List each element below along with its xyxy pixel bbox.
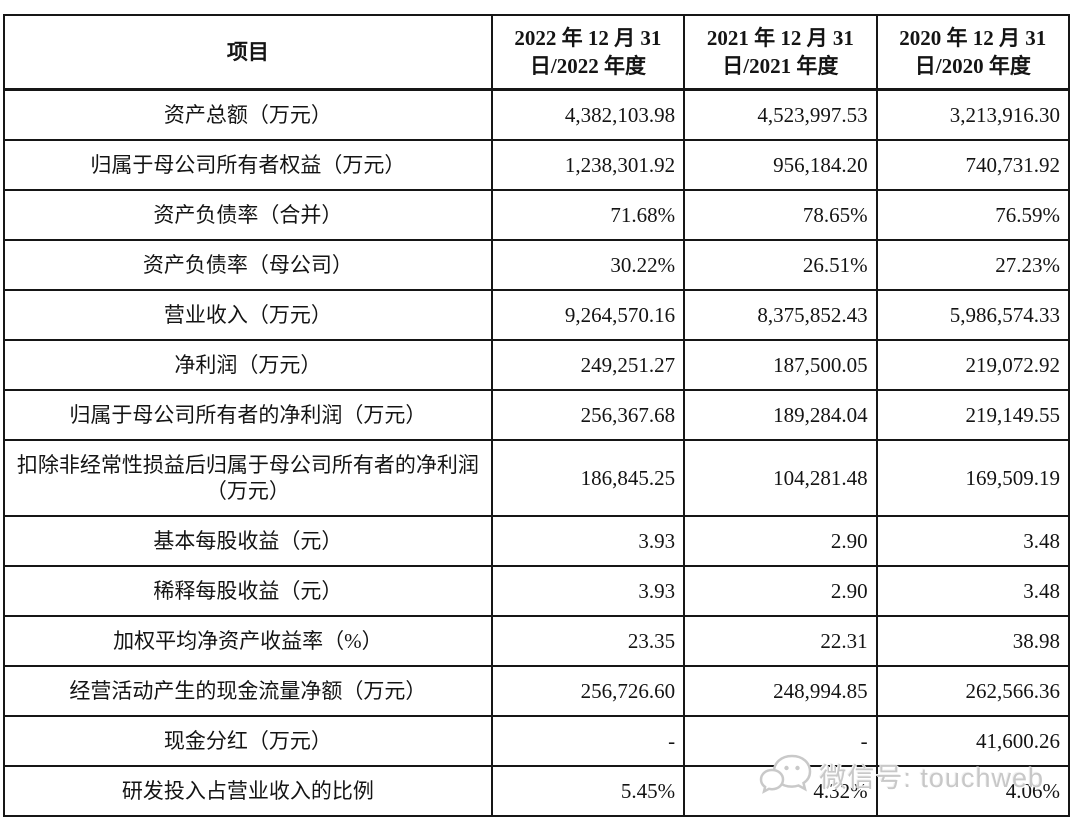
value-cell: 23.35 — [490, 615, 686, 667]
table-row: 扣除非经常性损益后归属于母公司所有者的净利润（万元） 186,845.25 104,… — [3, 439, 1071, 517]
table-row: 净利润（万元） 249,251.27 187,500.05 219,072.92 — [3, 339, 1071, 391]
value-cell: 71.68% — [490, 189, 686, 241]
value-cell: 4,523,997.53 — [683, 88, 878, 141]
value-cell: 3.93 — [490, 515, 686, 567]
value-cell: 262,566.36 — [875, 665, 1071, 717]
value-cell: 248,994.85 — [683, 665, 878, 717]
value-cell: 38.98 — [875, 615, 1071, 667]
column-header-2022: 2022 年 12 月 31 日/2022 年度 — [490, 14, 686, 91]
value-cell: 78.65% — [683, 189, 878, 241]
table-row: 基本每股收益（元） 3.93 2.90 3.48 — [3, 515, 1071, 567]
header-row: 项目 2022 年 12 月 31 日/2022 年度 2021 年 12 月 … — [3, 14, 1071, 91]
table-row: 资产负债率（母公司） 30.22% 26.51% 27.23% — [3, 239, 1071, 291]
wechat-icon — [759, 752, 813, 798]
value-cell: 249,251.27 — [490, 339, 686, 391]
table-row: 资产负债率（合并） 71.68% 78.65% 76.59% — [3, 189, 1071, 241]
value-cell: 189,284.04 — [683, 389, 878, 441]
table-row: 现金分红（万元） - -41,600.26 — [3, 715, 1071, 767]
row-label: 稀释每股收益（元） — [3, 565, 493, 617]
value-cell: 76.59% — [875, 189, 1071, 241]
value-cell: 5.45% — [490, 765, 686, 817]
row-label: 扣除非经常性损益后归属于母公司所有者的净利润（万元） — [3, 439, 493, 517]
value-cell: 256,367.68 — [490, 389, 686, 441]
column-header-item: 项目 — [3, 14, 493, 91]
value-cell: 5,986,574.33 — [875, 289, 1071, 341]
watermark: 微信号: touchweb — [759, 752, 1044, 798]
table-row: 经营活动产生的现金流量净额（万元） 256,726.60 248,994.85 262… — [3, 665, 1071, 717]
table-row: 稀释每股收益（元） 3.93 2.90 3.48 — [3, 565, 1071, 617]
value-cell: 41,600.26 — [875, 715, 1071, 767]
row-label: 研发投入占营业收入的比例 — [3, 765, 493, 817]
value-cell: 4.06% — [875, 765, 1071, 817]
value-cell: - — [490, 715, 686, 767]
row-label: 资产负债率（母公司） — [3, 239, 493, 291]
table-row: 营业收入（万元） 9,264,570.16 8,375,852.43 5,986,57… — [3, 289, 1071, 341]
row-label: 基本每股收益（元） — [3, 515, 493, 567]
value-cell: 169,509.19 — [875, 439, 1071, 517]
row-label: 营业收入（万元） — [3, 289, 493, 341]
value-cell: 2.90 — [683, 565, 878, 617]
value-cell: 186,845.25 — [490, 439, 686, 517]
value-cell: 3.93 — [490, 565, 686, 617]
watermark-text: 微信号: touchweb — [819, 762, 1044, 793]
table-row: 归属于母公司所有者的净利润（万元） 256,367.68 189,284.04 219… — [3, 389, 1071, 441]
value-cell: 27.23% — [875, 239, 1071, 291]
value-cell: 1,238,301.92 — [490, 139, 686, 191]
row-label: 归属于母公司所有者的净利润（万元） — [3, 389, 493, 441]
value-cell: 3.48 — [875, 515, 1071, 567]
value-cell: 3,213,916.30 — [875, 88, 1071, 141]
fin-table: 项目 2022 年 12 月 31 日/2022 年度 2021 年 12 月 … — [3, 14, 1071, 817]
row-label: 资产负债率（合并） — [3, 189, 493, 241]
table-body: 资产总额（万元） 4,382,103.98 4,523,997.53 3,213,91… — [3, 88, 1071, 817]
value-cell: 740,731.92 — [875, 139, 1071, 191]
value-cell: 219,072.92 — [875, 339, 1071, 391]
value-cell: 9,264,570.16 — [490, 289, 686, 341]
value-cell: 187,500.05 — [683, 339, 878, 391]
row-label: 现金分红（万元） — [3, 715, 493, 767]
value-cell: 4,382,103.98 — [490, 88, 686, 141]
row-label: 归属于母公司所有者权益（万元） — [3, 139, 493, 191]
column-header-2020: 2020 年 12 月 31 日/2020 年度 — [875, 14, 1071, 91]
value-cell: 26.51% — [683, 239, 878, 291]
value-cell: 3.48 — [875, 565, 1071, 617]
row-label: 加权平均净资产收益率（%） — [3, 615, 493, 667]
table-row: 加权平均净资产收益率（%） 23.35 22.31 38.98 — [3, 615, 1071, 667]
value-cell: 219,149.55 — [875, 389, 1071, 441]
column-header-2021: 2021 年 12 月 31 日/2021 年度 — [683, 14, 878, 91]
value-cell: 256,726.60 — [490, 665, 686, 717]
row-label: 资产总额（万元） — [3, 88, 493, 141]
value-cell: 8,375,852.43 — [683, 289, 878, 341]
value-cell: 30.22% — [490, 239, 686, 291]
table-row: 资产总额（万元） 4,382,103.98 4,523,997.53 3,213,91… — [3, 88, 1071, 141]
value-cell: 104,281.48 — [683, 439, 878, 517]
row-label: 经营活动产生的现金流量净额（万元） — [3, 665, 493, 717]
value-cell: 22.31 — [683, 615, 878, 667]
value-cell: 956,184.20 — [683, 139, 878, 191]
row-label: 净利润（万元） — [3, 339, 493, 391]
value-cell: 2.90 — [683, 515, 878, 567]
table-row: 归属于母公司所有者权益（万元） 1,238,301.92 956,184.20 740… — [3, 139, 1071, 191]
financial-summary-table: 项目 2022 年 12 月 31 日/2022 年度 2021 年 12 月 … — [3, 14, 1071, 817]
